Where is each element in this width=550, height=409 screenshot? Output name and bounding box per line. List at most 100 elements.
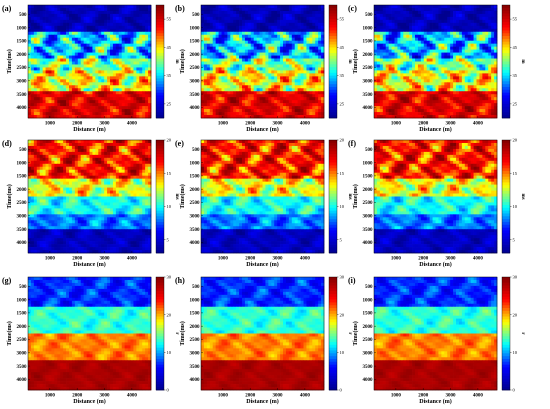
heatmap-cell	[107, 67, 110, 70]
heatmap-cell	[233, 70, 236, 73]
heatmap-cell	[406, 91, 409, 94]
heatmap-cell	[441, 29, 444, 32]
heatmap-cell	[289, 8, 292, 11]
heatmap-cell	[265, 17, 268, 20]
heatmap-cell	[34, 50, 37, 53]
heatmap-cell	[427, 70, 430, 73]
heatmap-cell	[60, 73, 63, 76]
heatmap-cell	[34, 14, 37, 17]
heatmap-cell	[280, 23, 283, 26]
heatmap-cell	[31, 73, 34, 76]
heatmap-cell	[389, 8, 392, 11]
heatmap-cell	[477, 56, 480, 59]
heatmap-cell	[119, 94, 122, 97]
heatmap-cell	[430, 41, 433, 44]
heatmap-cell	[254, 73, 257, 76]
heatmap-cell	[107, 100, 110, 103]
heatmap-cell	[224, 97, 227, 100]
heatmap-cell	[397, 44, 400, 47]
heatmap-cell	[441, 35, 444, 38]
heatmap-cell	[274, 97, 277, 100]
heatmap-cell	[315, 20, 318, 23]
heatmap-cell	[298, 59, 301, 62]
heatmap-cell	[286, 82, 289, 85]
heatmap-cell	[306, 109, 309, 112]
heatmap-cell	[66, 112, 69, 115]
heatmap-cell	[248, 106, 251, 109]
heatmap-cell	[491, 35, 494, 38]
heatmap-cell	[280, 59, 283, 62]
heatmap-cell	[427, 17, 430, 20]
heatmap-cell	[465, 76, 468, 79]
heatmap-cell	[239, 85, 242, 88]
heatmap-cell	[430, 20, 433, 23]
heatmap-cell	[395, 5, 398, 8]
heatmap-cell	[268, 56, 271, 59]
heatmap-cell	[201, 8, 204, 11]
heatmap-cell	[92, 112, 95, 115]
heatmap-cell	[78, 14, 81, 17]
heatmap-cell	[92, 35, 95, 38]
heatmap-cell	[374, 11, 377, 14]
heatmap-cell	[315, 97, 318, 100]
heatmap-cell	[397, 11, 400, 14]
heatmap-cell	[301, 76, 304, 79]
heatmap-cell	[456, 109, 459, 112]
heatmap-cell	[479, 41, 482, 44]
heatmap-cell	[444, 64, 447, 67]
heatmap-cell	[447, 38, 450, 41]
heatmap-cell	[37, 20, 40, 23]
heatmap-cell	[49, 53, 52, 56]
heatmap-cell	[383, 20, 386, 23]
heatmap-cell	[459, 67, 462, 70]
heatmap-cell	[40, 100, 43, 103]
heatmap-cell	[265, 91, 268, 94]
heatmap-cell	[63, 59, 66, 62]
heatmap-cell	[107, 94, 110, 97]
heatmap-cell	[60, 17, 63, 20]
heatmap-cell	[397, 20, 400, 23]
heatmap-cell	[400, 62, 403, 65]
heatmap-cell	[133, 88, 136, 91]
heatmap-cell	[482, 23, 485, 26]
heatmap-cell	[462, 67, 465, 70]
heatmap-cell	[142, 23, 145, 26]
heatmap-cell	[462, 82, 465, 85]
heatmap-cell	[210, 79, 213, 82]
heatmap-cell	[427, 94, 430, 97]
heatmap-cell	[453, 97, 456, 100]
heatmap-cell	[392, 44, 395, 47]
heatmap-cell	[474, 35, 477, 38]
heatmap-cell	[119, 26, 122, 29]
heatmap-cell	[219, 67, 222, 70]
heatmap-cell	[254, 109, 257, 112]
heatmap-cell	[216, 20, 219, 23]
heatmap-cell	[415, 38, 418, 41]
heatmap-cell	[304, 79, 307, 82]
heatmap-cell	[245, 94, 248, 97]
heatmap-cell	[128, 91, 131, 94]
heatmap-cell	[245, 32, 248, 35]
heatmap-cell	[427, 26, 430, 29]
heatmap-cell	[90, 44, 93, 47]
heatmap-cell	[474, 41, 477, 44]
heatmap-cell	[318, 103, 321, 106]
heatmap-cell	[485, 67, 488, 70]
heatmap-cell	[122, 38, 125, 41]
heatmap-cell	[315, 17, 318, 20]
heatmap-cell	[54, 23, 57, 26]
heatmap-cell	[46, 70, 49, 73]
heatmap-cell	[395, 11, 398, 14]
heatmap-cell	[95, 50, 98, 53]
heatmap-cell	[474, 100, 477, 103]
heatmap-cell	[136, 67, 139, 70]
heatmap-cell	[34, 91, 37, 94]
heatmap-cell	[222, 50, 225, 53]
heatmap-cell	[260, 62, 263, 65]
heatmap-cell	[283, 35, 286, 38]
heatmap-cell	[456, 64, 459, 67]
heatmap-cell	[31, 14, 34, 17]
heatmap-cell	[415, 64, 418, 67]
heatmap-cell	[304, 41, 307, 44]
heatmap-cell	[412, 79, 415, 82]
